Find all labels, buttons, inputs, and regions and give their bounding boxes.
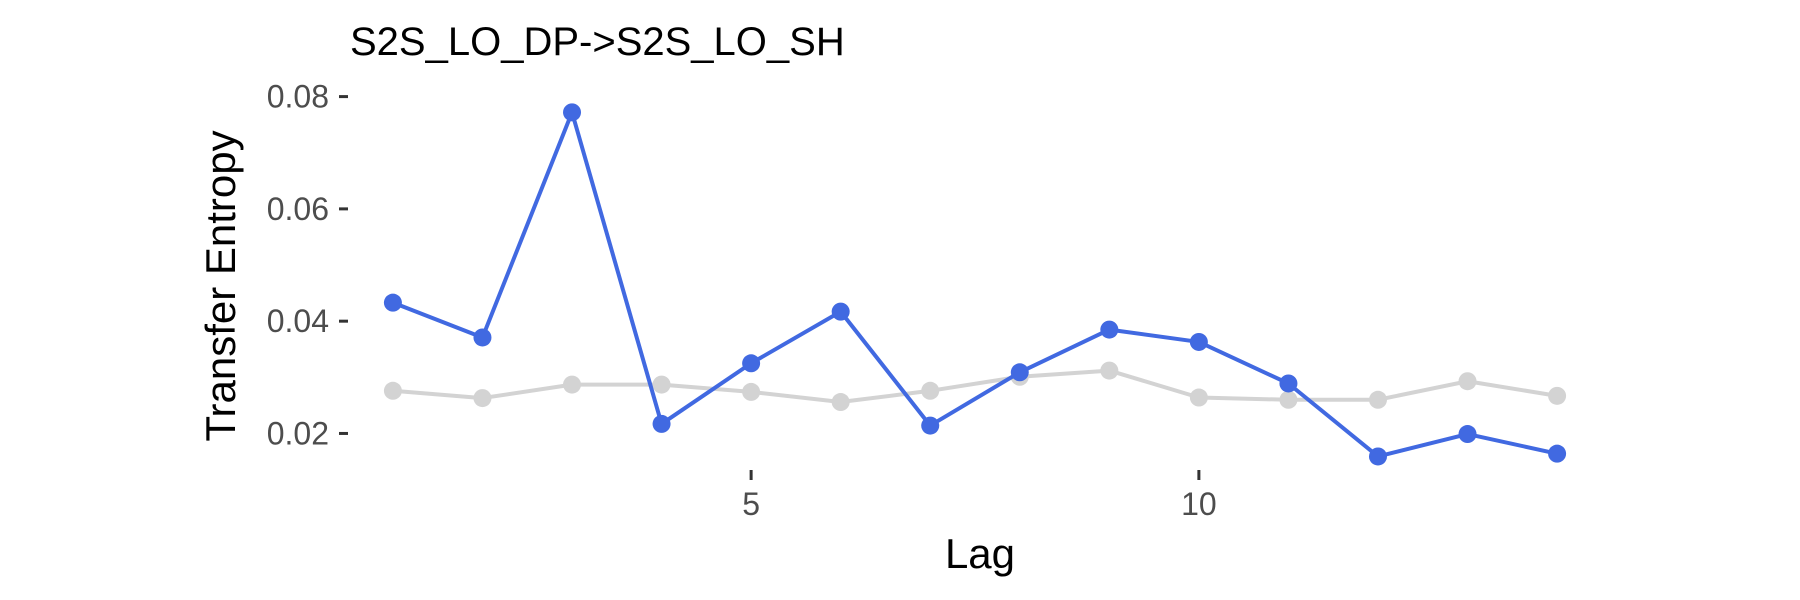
data-point bbox=[1189, 332, 1208, 351]
data-point bbox=[563, 375, 582, 394]
data-point bbox=[652, 375, 671, 394]
series-layer bbox=[383, 103, 1567, 466]
data-point bbox=[1458, 425, 1477, 444]
y-tick-label: 0.02 bbox=[267, 415, 329, 451]
data-point bbox=[1368, 390, 1387, 409]
data-point bbox=[742, 354, 761, 373]
x-tick-label: 5 bbox=[742, 486, 760, 522]
x-axis-title: Lag bbox=[945, 530, 1015, 577]
data-point bbox=[1189, 388, 1208, 407]
y-tick-label: 0.06 bbox=[267, 191, 329, 227]
data-point bbox=[383, 293, 402, 312]
y-axis-title: Transfer Entropy bbox=[197, 130, 244, 441]
data-point bbox=[1279, 374, 1298, 393]
data-point bbox=[921, 416, 940, 435]
data-point bbox=[1548, 386, 1567, 405]
data-point bbox=[921, 381, 940, 400]
data-point bbox=[1279, 390, 1298, 409]
data-point bbox=[1458, 372, 1477, 391]
data-point bbox=[1100, 361, 1119, 380]
series-line bbox=[390, 368, 1560, 405]
data-point bbox=[831, 393, 850, 412]
y-axis: 0.02 0.04 0.06 0.08 bbox=[267, 79, 348, 451]
data-point bbox=[473, 389, 492, 408]
data-point bbox=[1010, 363, 1029, 382]
data-point bbox=[1548, 444, 1567, 463]
data-point bbox=[742, 382, 761, 401]
series-2 bbox=[383, 103, 1567, 466]
series-line bbox=[390, 110, 1560, 459]
data-point bbox=[473, 328, 492, 347]
chart-title: S2S_LO_DP->S2S_LO_SH bbox=[350, 20, 845, 64]
data-point bbox=[383, 381, 402, 400]
data-point bbox=[652, 414, 671, 433]
data-point bbox=[1100, 320, 1119, 339]
x-axis: 5 10 bbox=[742, 470, 1217, 522]
data-point bbox=[563, 103, 582, 122]
y-tick-label: 0.04 bbox=[267, 303, 329, 339]
x-tick-label: 10 bbox=[1181, 486, 1217, 522]
data-point bbox=[1368, 447, 1387, 466]
series-1 bbox=[383, 361, 1567, 412]
data-point bbox=[831, 302, 850, 321]
y-tick-label: 0.08 bbox=[267, 79, 329, 115]
